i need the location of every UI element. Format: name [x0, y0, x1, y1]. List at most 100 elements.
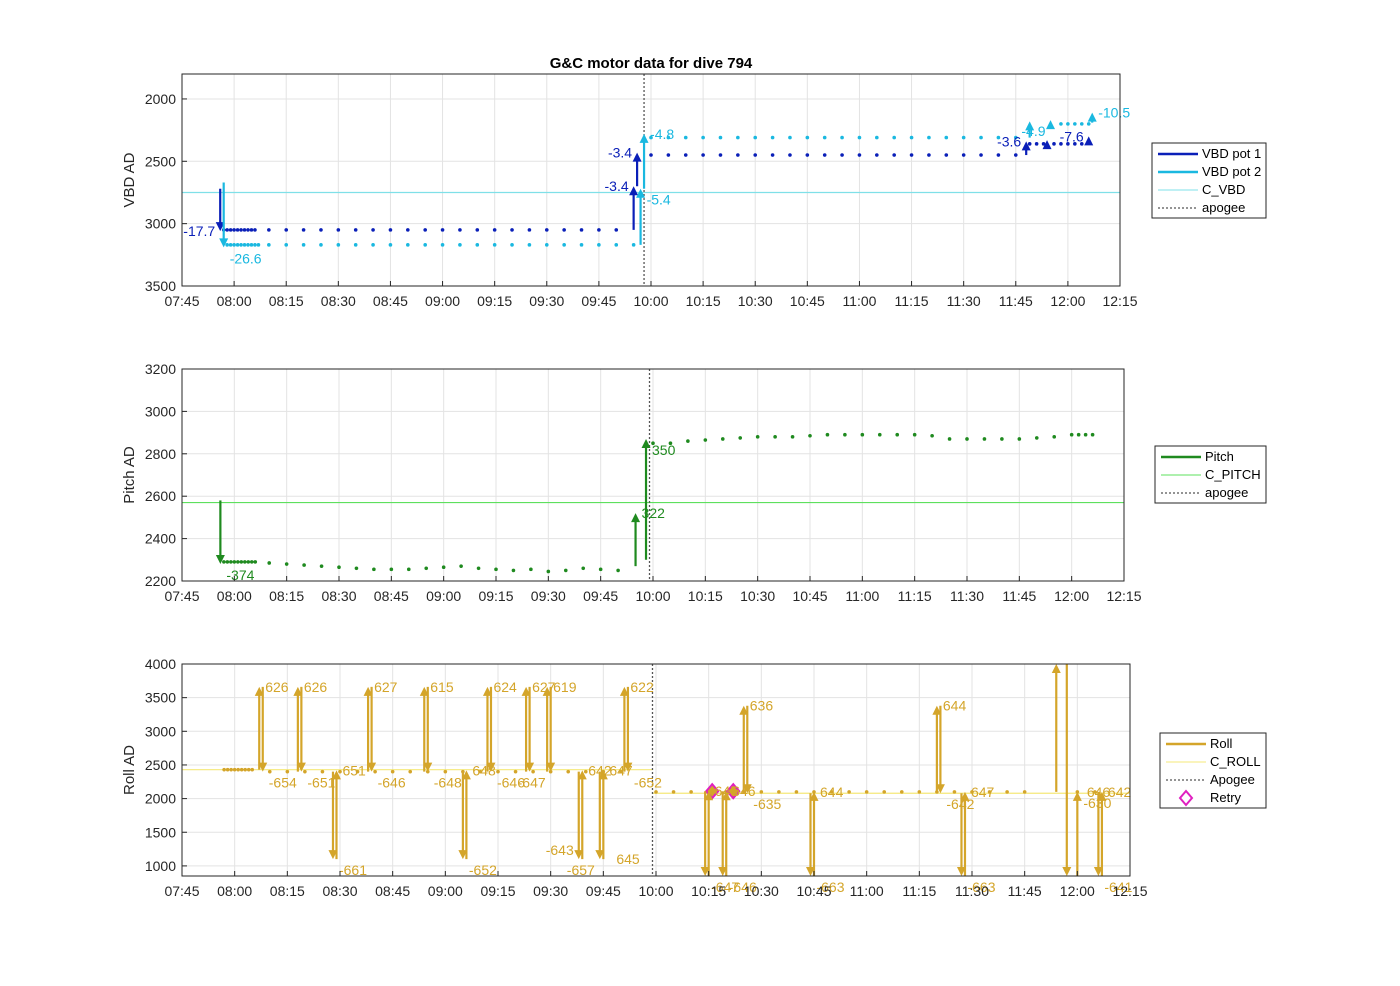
data-point [616, 568, 620, 573]
move-label: -647 [518, 775, 546, 791]
x-tick-label: 08:30 [321, 293, 356, 309]
move-arrowhead [700, 867, 710, 876]
y-axis-label: VBD AD [121, 152, 138, 207]
move-label: -10.5 [1098, 105, 1130, 121]
x-tick-label: 11:00 [842, 293, 876, 309]
legend-label: Retry [1210, 790, 1242, 805]
data-point [1034, 436, 1039, 440]
data-point [875, 153, 879, 157]
x-tick-label: 12:00 [1054, 588, 1089, 604]
move-arrowhead [1093, 867, 1103, 876]
data-point [373, 769, 377, 774]
move-label: -643 [546, 842, 574, 858]
data-point [527, 243, 532, 247]
data-point [475, 243, 480, 247]
data-point [788, 135, 792, 140]
data-point [961, 135, 966, 140]
data-point [544, 228, 549, 232]
x-tick-label: 11:15 [902, 883, 936, 899]
data-point [583, 769, 588, 774]
data-point [408, 769, 413, 774]
data-point [877, 432, 882, 437]
data-point [614, 228, 619, 232]
move-label: 645 [715, 783, 739, 799]
data-point [1075, 790, 1080, 794]
x-tick-label: 08:15 [269, 293, 304, 309]
data-point [808, 433, 812, 438]
move-arrowhead [1097, 791, 1107, 801]
move-label: -374 [226, 567, 254, 583]
data-point [777, 790, 781, 794]
move-label: 627 [374, 679, 398, 695]
data-point [390, 769, 395, 774]
data-point [1052, 142, 1056, 146]
data-point [511, 568, 516, 573]
data-point [701, 135, 705, 140]
data-point [228, 243, 233, 247]
x-tick-label: 12:00 [1060, 883, 1095, 899]
move-label: 322 [642, 505, 666, 521]
move-label: -17.7 [183, 223, 215, 239]
y-tick-label: 3000 [145, 723, 176, 739]
data-point [720, 437, 725, 441]
data-point [336, 243, 341, 247]
data-point [770, 135, 775, 140]
data-point [229, 767, 233, 772]
data-point [1083, 432, 1088, 437]
move-label: -657 [567, 862, 595, 878]
data-point [243, 560, 247, 564]
data-point [440, 243, 445, 247]
data-point [222, 560, 226, 564]
data-point [857, 153, 862, 157]
move-arrowhead [704, 791, 714, 801]
legend-label: Roll [1210, 736, 1233, 751]
data-point [256, 243, 261, 247]
x-tick-label: 08:15 [269, 588, 304, 604]
move-arrowhead [254, 686, 264, 696]
x-tick-label: 11:00 [845, 588, 879, 604]
data-point [987, 790, 992, 794]
move-label: 645 [616, 851, 640, 867]
data-point [267, 243, 271, 247]
data-point [301, 243, 306, 247]
data-point [235, 243, 240, 247]
move-arrowhead [631, 513, 641, 523]
move-arrowhead [215, 555, 225, 565]
x-tick-label: 09:30 [529, 293, 564, 309]
data-point [683, 135, 688, 140]
move-label: -648 [434, 775, 462, 791]
data-point [406, 567, 411, 572]
data-point [389, 567, 394, 572]
data-point [1013, 153, 1018, 157]
move-label: -652 [469, 862, 497, 878]
data-point [222, 767, 226, 772]
move-arrowhead [1051, 664, 1061, 673]
move-label: 626 [265, 679, 289, 695]
move-label: -652 [634, 775, 662, 791]
move-arrowhead [419, 686, 429, 696]
data-point [284, 228, 289, 232]
data-point [686, 439, 690, 443]
data-point [1005, 790, 1009, 794]
data-point [829, 790, 834, 794]
y-tick-label: 3200 [145, 361, 176, 377]
data-point [496, 769, 500, 774]
data-point [232, 243, 236, 247]
data-point [303, 769, 307, 774]
move-arrowhead [935, 784, 945, 794]
retry-marker [725, 782, 741, 800]
data-point [239, 560, 244, 564]
y-tick-label: 2800 [145, 446, 176, 462]
data-point [225, 228, 229, 232]
data-point [847, 790, 851, 794]
data-point [753, 153, 758, 157]
move-arrowhead [293, 686, 303, 696]
move-arrowhead [486, 762, 496, 772]
y-tick-label: 1000 [145, 858, 176, 874]
x-tick-label: 10:30 [744, 883, 779, 899]
data-point [225, 243, 229, 247]
data-point [1069, 432, 1074, 437]
x-tick-label: 09:15 [478, 588, 513, 604]
y-tick-label: 2200 [145, 573, 176, 589]
data-point [371, 228, 375, 232]
